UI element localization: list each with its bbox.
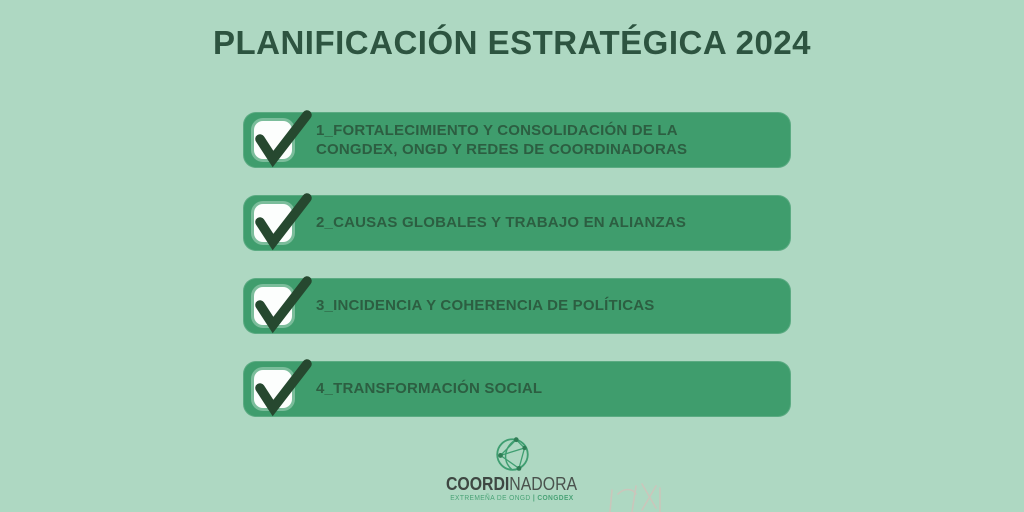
tagline-right: CONGDEX	[537, 495, 574, 502]
brand-name-bold: COORDI	[446, 474, 510, 494]
brand-name-light: NADORA	[509, 474, 578, 494]
checklist-item-label: 4_TRANSFORMACIÓN SOCIAL	[316, 380, 543, 398]
network-globe-icon	[495, 437, 529, 471]
brand-tagline: EXTREMEÑA DE ONGD | CONGDEX	[450, 495, 573, 502]
brand-name: COORDINADORA	[446, 475, 577, 493]
watermark-mark	[609, 483, 661, 512]
checked-checkbox-icon	[254, 276, 312, 334]
checklist-item-1: 1_FORTALECIMIENTO Y CONSOLIDACIÓN DE LA …	[243, 110, 791, 168]
tagline-divider: |	[530, 495, 538, 502]
checkmark-icon	[255, 193, 312, 251]
checked-checkbox-icon	[254, 193, 312, 251]
checkmark-icon	[255, 276, 312, 334]
checklist-item-label: 1_FORTALECIMIENTO Y CONSOLIDACIÓN DE LA …	[316, 121, 688, 159]
checklist-item-label: 2_CAUSAS GLOBALES Y TRABAJO EN ALIANZAS	[316, 214, 687, 232]
checkmark-icon	[255, 359, 312, 417]
coordinadora-logo: COORDINADORA EXTREMEÑA DE ONGD | CONGDEX	[0, 436, 1024, 502]
checklist: 1_FORTALECIMIENTO Y CONSOLIDACIÓN DE LA …	[243, 110, 791, 417]
checklist-item-3: 3_INCIDENCIA Y COHERENCIA DE POLÍTICAS	[243, 276, 791, 334]
checklist-item-2: 2_CAUSAS GLOBALES Y TRABAJO EN ALIANZAS	[243, 193, 791, 251]
tagline-left: EXTREMEÑA DE ONGD	[450, 495, 531, 502]
checklist-item-label: 3_INCIDENCIA Y COHERENCIA DE POLÍTICAS	[316, 297, 655, 315]
checked-checkbox-icon	[254, 359, 312, 417]
checked-checkbox-icon	[254, 110, 312, 168]
page-title: PLANIFICACIÓN ESTRATÉGICA 2024	[212, 24, 812, 61]
checklist-item-4: 4_TRANSFORMACIÓN SOCIAL	[243, 359, 791, 417]
checkmark-icon	[255, 110, 312, 168]
